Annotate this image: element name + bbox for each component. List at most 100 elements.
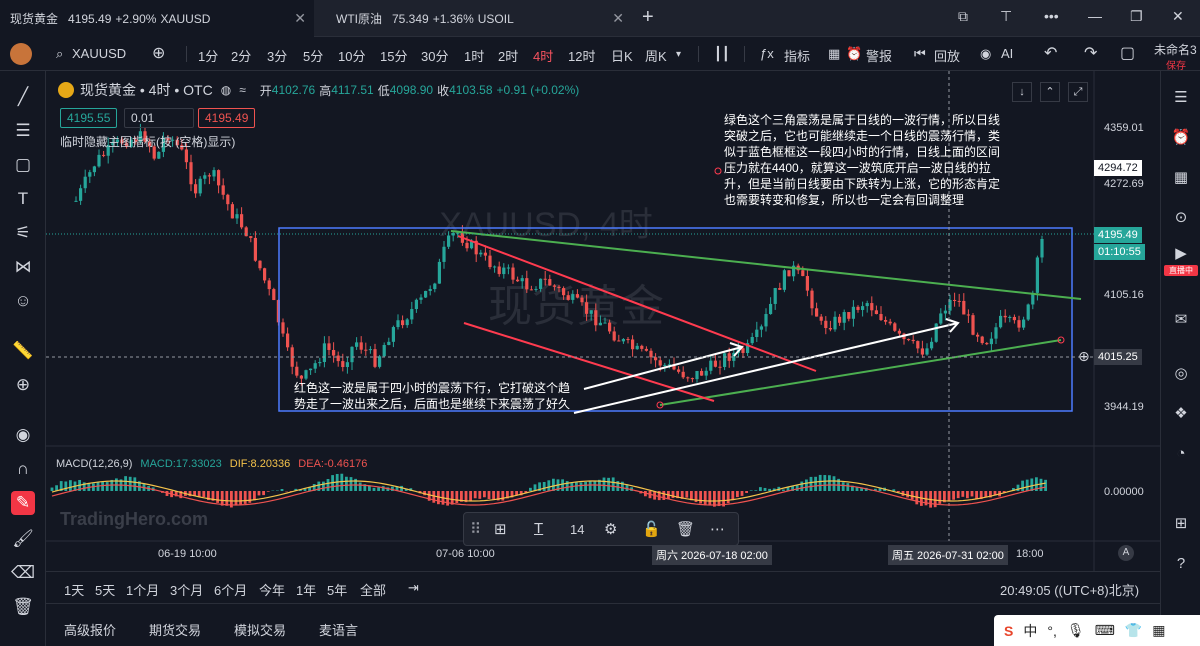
avatar[interactable]	[10, 43, 32, 65]
clock[interactable]: 20:49:05 ((UTC+8)北京)	[1000, 583, 1140, 598]
footer-futures[interactable]: 期货交易	[149, 623, 202, 638]
arrow-down-icon[interactable]: ↓	[1012, 82, 1032, 102]
tf-1h[interactable]: 1时	[464, 49, 485, 64]
range-all[interactable]: 全部	[360, 583, 387, 598]
templates-icon[interactable]: ⊞	[494, 521, 507, 538]
alerts-icon[interactable]: ⏰	[1171, 129, 1191, 146]
fullscreen-icon[interactable]: ⤢	[1068, 82, 1088, 102]
font-size[interactable]: 14	[570, 522, 585, 537]
tab-xauusd[interactable]: 现货黄金 4195.49 +2.90% XAUUSD ✕	[0, 0, 314, 37]
compare-icon[interactable]: ⊕	[152, 45, 166, 62]
search-icon[interactable]: ⌕	[56, 46, 64, 61]
alarm-icon[interactable]: ⏰	[846, 46, 863, 61]
range-3m[interactable]: 3个月	[170, 583, 204, 598]
tf-2h[interactable]: 2时	[498, 49, 519, 64]
replay-button[interactable]: 回放	[934, 49, 961, 64]
green-upper-trendline[interactable]	[450, 230, 1082, 300]
close-icon[interactable]: ✕	[294, 10, 306, 26]
delete-icon[interactable]: 🗑	[676, 521, 696, 538]
ime-logo-icon[interactable]: S	[1004, 622, 1014, 639]
tf-15m[interactable]: 15分	[380, 49, 408, 64]
help-icon[interactable]: ?	[1176, 554, 1186, 572]
delete-icon[interactable]: 🗑	[12, 597, 34, 616]
more-icon[interactable]: ⋯	[710, 521, 725, 538]
green-lower-trendline[interactable]	[659, 339, 1062, 406]
add-level-icon[interactable]: ⊕	[1078, 348, 1090, 364]
undo-icon[interactable]: ↶	[1044, 45, 1058, 62]
settings-icon[interactable]: ⚙	[604, 521, 618, 538]
skin-icon[interactable]: 👕	[1124, 622, 1143, 638]
trendline-icon[interactable]: ╱	[17, 87, 29, 106]
replay-icon[interactable]: ⏮	[914, 46, 926, 61]
tf-1m[interactable]: 1分	[198, 49, 219, 64]
auto-scale-button[interactable]: A	[1118, 545, 1134, 561]
target-icon[interactable]: ◎	[1174, 365, 1188, 382]
close-icon[interactable]: ✕	[612, 10, 624, 26]
info-icon[interactable]: ◍	[220, 83, 232, 97]
ai-button[interactable]: AI	[1001, 46, 1014, 61]
annotation-top[interactable]: 绿色这个三角震荡是属于日线的一波行情，所以日线突破之后，它也可能继续走一个日线的…	[724, 113, 1001, 207]
save-button[interactable]: 保存	[1166, 61, 1186, 72]
layout-name[interactable]: 未命名3	[1154, 43, 1197, 57]
eye-icon[interactable]: ◉	[15, 425, 31, 444]
rectangle-icon[interactable]: ▢	[14, 155, 32, 174]
range-1d[interactable]: 1天	[64, 583, 85, 598]
punctuation-icon[interactable]: °,	[1047, 622, 1057, 639]
range-1m[interactable]: 1个月	[126, 583, 160, 598]
maximize-icon[interactable]: ❐	[1130, 8, 1143, 24]
candle-type-icon[interactable]: ┃┃	[714, 46, 730, 61]
calendar-icon[interactable]: ▦	[1173, 169, 1189, 186]
footer-mylang[interactable]: 麦语言	[319, 623, 359, 638]
footer-quotes[interactable]: 高级报价	[64, 623, 117, 638]
tf-week[interactable]: 周K	[645, 49, 667, 64]
grid-icon[interactable]: ⊞	[1174, 515, 1188, 532]
redo-icon[interactable]: ↷	[1084, 45, 1098, 62]
collapse-icon[interactable]: ⌃	[1040, 82, 1060, 102]
goto-date-icon[interactable]: ⇥	[408, 580, 419, 595]
tab-usoil[interactable]: WTI原油 75.349 +1.36% USOIL ✕	[314, 0, 632, 37]
text-tool-icon[interactable]: T	[17, 189, 29, 208]
mic-icon[interactable]: 🎙	[1066, 622, 1085, 638]
minimize-icon[interactable]: —	[1088, 8, 1102, 24]
footer-demo[interactable]: 模拟交易	[234, 623, 287, 638]
window-close-icon[interactable]: ✕	[1172, 8, 1184, 24]
toolbox-icon[interactable]: ▦	[1152, 622, 1166, 638]
ai-icon[interactable]: ◉	[980, 46, 992, 61]
bid-price[interactable]: 4195.55	[60, 108, 118, 128]
trendline-handle[interactable]	[1057, 336, 1065, 344]
tf-2m[interactable]: 2分	[231, 49, 252, 64]
tf-3m[interactable]: 3分	[267, 49, 288, 64]
alert-button[interactable]: 警报	[866, 49, 893, 64]
range-5y[interactable]: 5年	[327, 583, 348, 598]
screenshot-icon[interactable]: ⧉	[958, 8, 968, 24]
drawing-mode-icon[interactable]: ✎	[11, 491, 35, 515]
chat-icon[interactable]: ✉	[1174, 311, 1188, 328]
indicator-button[interactable]: 指标	[784, 49, 811, 64]
chevron-down-icon[interactable]: ▾	[676, 49, 682, 60]
emoji-icon[interactable]: ☺	[14, 291, 32, 310]
annotation-handle[interactable]	[714, 167, 722, 175]
range-1y[interactable]: 1年	[296, 583, 317, 598]
ask-price[interactable]: 4195.49	[198, 108, 256, 128]
horizontal-lines-icon[interactable]: ☰	[15, 121, 31, 140]
annotation-bottom[interactable]: 红色这一波是属于四小时的震荡下行，它打破这个趋势走了一波出来之后，后面也是继续下…	[294, 381, 571, 411]
symbol-search[interactable]: XAUUSD	[72, 46, 127, 61]
text-color-icon[interactable]: T	[534, 520, 544, 537]
fib-icon[interactable]: ⚟	[15, 223, 31, 242]
range-6m[interactable]: 6个月	[214, 583, 248, 598]
tf-day[interactable]: 日K	[611, 49, 633, 64]
watchlist-icon[interactable]: ☰	[1174, 89, 1188, 106]
tf-12h[interactable]: 12时	[568, 49, 596, 64]
hidden-indicator-hint[interactable]: 临时隐藏主图指标(按 (空格)显示)	[60, 135, 236, 149]
layout-icon[interactable]: ▢	[1120, 45, 1136, 62]
indicator-icon[interactable]: ƒx	[760, 46, 774, 61]
price-chart[interactable]: XAUUSD, 4时 现货黄金 TradingHero.com	[46, 71, 1160, 571]
layers-icon[interactable]: ❖	[1174, 405, 1188, 422]
ime-lang[interactable]: 中	[1023, 622, 1038, 639]
lock-icon[interactable]: 🔓	[642, 521, 661, 538]
ruler-icon[interactable]: 📏	[12, 341, 34, 360]
brush-icon[interactable]: 🖌	[12, 529, 34, 548]
tf-10m[interactable]: 10分	[338, 49, 366, 64]
eraser-icon[interactable]: ⌫	[10, 563, 36, 582]
range-ytd[interactable]: 今年	[259, 583, 286, 598]
